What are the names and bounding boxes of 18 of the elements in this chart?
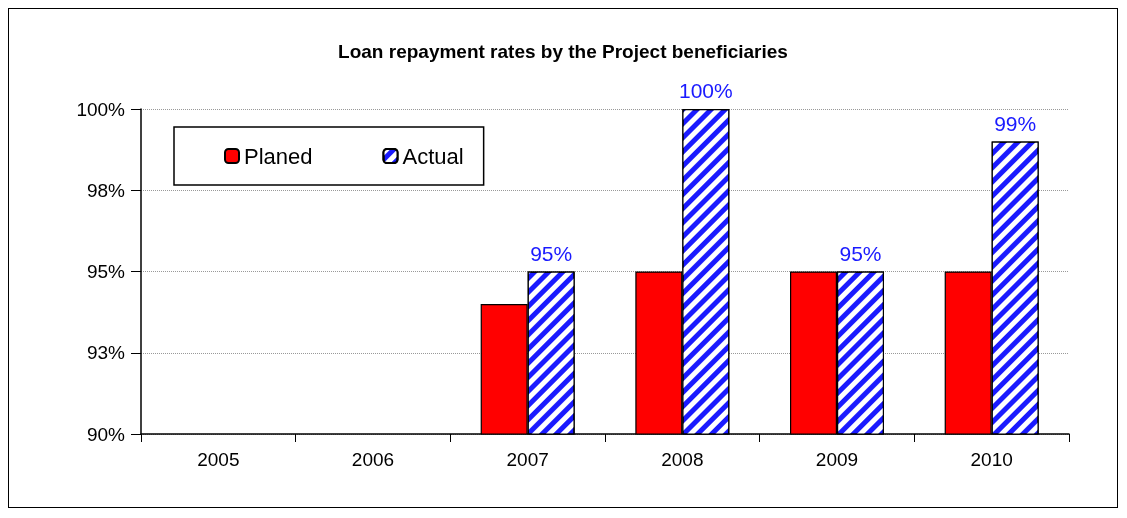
y-tick-label: 90% [86, 423, 126, 445]
x-tick-label: 2010 [970, 449, 1013, 470]
legend-label: Actual [402, 143, 464, 169]
data-label: 100% [678, 79, 733, 102]
data-label: 95% [530, 241, 573, 265]
y-tick-label: 93% [86, 342, 126, 364]
chart-title: Loan repayment rates by the Project beneficiaries [338, 41, 788, 62]
data-label: 99% [994, 111, 1037, 135]
x-tick-label: 2009 [815, 449, 859, 470]
legend-label: Planed [244, 143, 313, 169]
y-tick-label: 95% [86, 261, 126, 282]
x-tick-label: 2007 [506, 449, 549, 470]
y-tick-label: 100% [76, 98, 126, 120]
y-tick-label: 98% [86, 179, 126, 201]
data-label: 95% [839, 241, 882, 265]
x-tick-label: 2008 [661, 449, 704, 470]
x-tick-label: 2005 [197, 449, 240, 470]
x-tick-label: 2006 [351, 449, 395, 470]
